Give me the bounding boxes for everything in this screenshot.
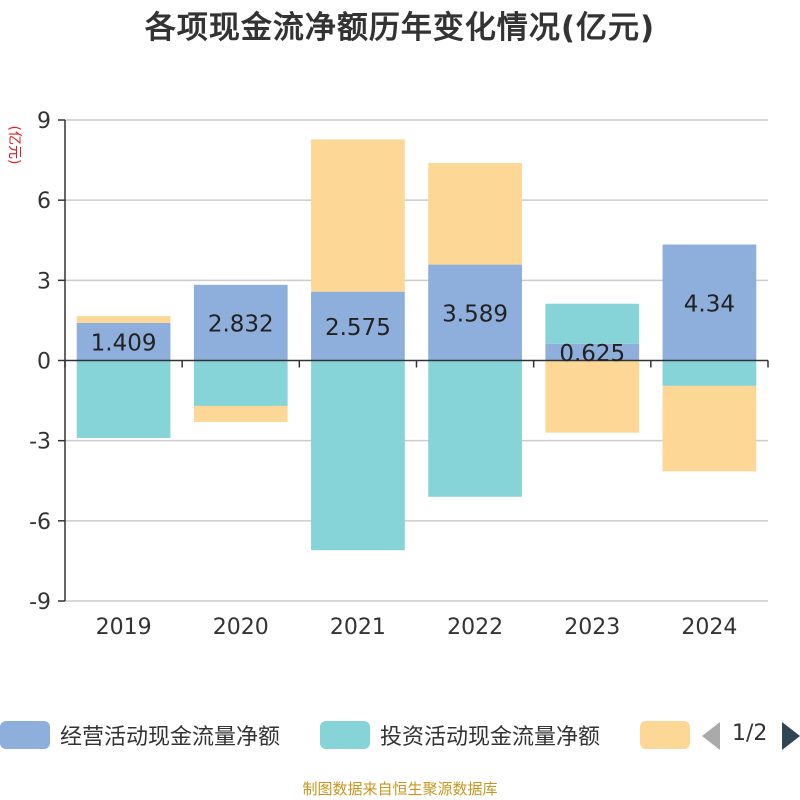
bar-financing-2019 xyxy=(76,316,171,323)
chart-title: 各项现金流净额历年变化情况(亿元) xyxy=(144,10,656,46)
bar-operating-2019 xyxy=(76,322,171,361)
legend-item-operating[interactable]: 经营活动现金流量净额 xyxy=(0,718,280,752)
bar-investing-2019 xyxy=(76,360,171,438)
data-labels: 1.409 2.832 2.575 3.589 0.625 4.34 xyxy=(91,292,735,368)
y-tick-label: 3 xyxy=(37,269,51,294)
bar-financing-2024 xyxy=(662,385,757,472)
bar-investing-2024 xyxy=(662,360,757,386)
x-tick-label-2022: 2022 xyxy=(447,615,503,640)
grid-lines xyxy=(65,119,768,602)
bar-operating-2021 xyxy=(311,291,405,361)
x-tick-label-2021: 2021 xyxy=(330,615,386,640)
pager-prev-icon[interactable] xyxy=(702,722,720,750)
bars xyxy=(76,139,757,551)
y-tick-label: -3 xyxy=(29,430,51,455)
bar-investing-2023 xyxy=(545,303,640,344)
legend-swatch-financing xyxy=(640,721,690,749)
legend-item-financing[interactable] xyxy=(640,718,690,752)
source-note: 制图数据来自恒生聚源数据库 xyxy=(302,780,498,798)
legend-item-investing[interactable]: 投资活动现金流量净额 xyxy=(320,718,600,752)
x-tick-label-2023: 2023 xyxy=(564,615,620,640)
data-label-2023: 0.625 xyxy=(559,341,625,367)
chart-plot: -9 -6 -3 0 3 6 9 2019 2020 2021 2022 2023 2024 1.409… xyxy=(6,109,769,640)
y-tick-label: -9 xyxy=(29,590,51,615)
bar-operating-2024 xyxy=(662,244,757,361)
pager-next-icon[interactable] xyxy=(782,722,800,750)
bar-operating-2022 xyxy=(428,264,522,361)
legend-pager: 1/2 xyxy=(700,720,800,750)
x-tick-label-2024: 2024 xyxy=(681,615,737,640)
data-label-2019: 1.409 xyxy=(91,331,157,357)
legend-label-investing: 投资活动现金流量净额 xyxy=(380,725,601,750)
y-tick-label: 9 xyxy=(37,109,51,134)
bar-financing-2021 xyxy=(311,139,405,292)
y-tick-label: 0 xyxy=(37,350,51,375)
legend-swatch-investing xyxy=(320,721,370,749)
bar-investing-2020 xyxy=(193,360,288,406)
axes: -9 -6 -3 0 3 6 9 2019 2020 2021 2022 2023 2024 xyxy=(29,109,769,640)
data-label-2020: 2.832 xyxy=(208,312,274,338)
data-label-2021: 2.575 xyxy=(325,315,391,341)
bar-operating-2023 xyxy=(545,343,640,361)
bar-investing-2022 xyxy=(428,360,522,497)
legend: 经营活动现金流量净额 投资活动现金流量净额 1/2 xyxy=(0,712,800,760)
legend-label-operating: 经营活动现金流量净额 xyxy=(60,725,281,750)
y-tick-label: 6 xyxy=(37,189,51,214)
bar-investing-2021 xyxy=(311,360,405,551)
bar-operating-2020 xyxy=(193,284,288,361)
legend-swatch-operating xyxy=(0,721,50,749)
bar-financing-2023 xyxy=(545,360,640,433)
pager-text: 1/2 xyxy=(732,721,768,746)
x-tick-label-2020: 2020 xyxy=(213,615,269,640)
data-label-2022: 3.589 xyxy=(442,302,508,328)
y-tick-label: -6 xyxy=(29,510,51,535)
x-tick-label-2019: 2019 xyxy=(96,615,152,640)
bar-financing-2022 xyxy=(428,163,522,265)
data-label-2024: 4.34 xyxy=(684,292,735,318)
bar-financing-2020 xyxy=(193,405,288,422)
y-axis-label: (亿元) xyxy=(6,126,22,165)
